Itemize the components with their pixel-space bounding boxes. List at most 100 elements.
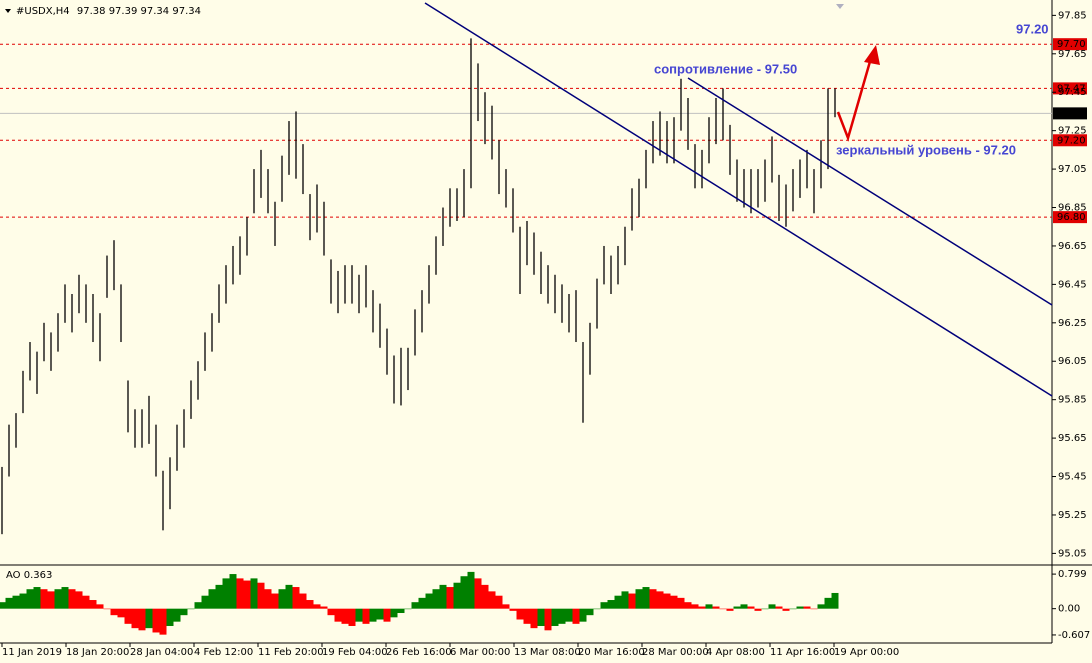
ao-header: AO 0.363 xyxy=(6,570,52,581)
ao-bar xyxy=(502,604,510,609)
ao-bar xyxy=(740,604,748,609)
ao-bar xyxy=(481,584,489,609)
ao-bar xyxy=(243,580,251,609)
y-tick-label: 96.05 xyxy=(1058,356,1087,367)
ao-bar xyxy=(488,591,496,609)
channel-line xyxy=(687,77,1053,306)
level-label-bg xyxy=(1053,134,1087,147)
ao-bar xyxy=(40,589,48,609)
ao-bar xyxy=(397,608,405,614)
ao-bar xyxy=(89,600,97,609)
level-label-bg xyxy=(1053,82,1087,95)
x-tick-label: 11 Apr 16:00 xyxy=(770,647,835,658)
y-tick-label: 96.25 xyxy=(1058,318,1087,329)
quote-low: 97.34 xyxy=(141,6,170,17)
ao-histogram xyxy=(0,571,839,635)
ao-bar xyxy=(551,608,559,626)
level-label-bg xyxy=(1053,107,1087,120)
ao-bar xyxy=(33,587,41,609)
ao-bar xyxy=(656,591,664,609)
ao-bar xyxy=(390,608,398,618)
ao-bar xyxy=(26,589,34,609)
ao-bar xyxy=(691,604,699,609)
ao-bar xyxy=(635,589,643,609)
ao-bar xyxy=(369,608,377,622)
ao-bar xyxy=(341,608,349,624)
y-tick-label: 0.00 xyxy=(1058,604,1080,615)
ao-bar xyxy=(257,582,265,609)
level-label: 97.20 xyxy=(1057,135,1086,146)
ao-bar xyxy=(0,602,6,609)
ao-bar xyxy=(670,595,678,609)
ao-bar xyxy=(642,587,650,609)
ao-bar xyxy=(152,608,160,633)
ao-bar xyxy=(621,591,629,609)
ao-bar xyxy=(684,602,692,609)
ao-bar xyxy=(411,602,419,609)
ao-bar xyxy=(733,606,741,609)
ao-bar xyxy=(138,608,146,631)
ao-bar xyxy=(19,593,27,609)
ao-bar xyxy=(82,595,90,609)
ao-bar xyxy=(320,606,328,609)
ao-bar xyxy=(495,595,503,609)
x-tick-label: 6 Mar 00:00 xyxy=(450,647,510,658)
ao-bar xyxy=(96,604,104,609)
ao-bar xyxy=(432,589,440,609)
price-bars xyxy=(1,38,836,535)
ao-bar xyxy=(215,584,223,609)
ao-bar xyxy=(796,606,804,609)
ao-bar xyxy=(5,597,13,609)
ao-bar xyxy=(817,604,825,609)
x-tick-label: 19 Feb 04:00 xyxy=(322,647,388,658)
ao-bar xyxy=(264,589,272,609)
ao-bar xyxy=(474,578,482,609)
x-tick-label: 13 Mar 08:00 xyxy=(514,647,581,658)
ao-bar xyxy=(782,608,790,611)
y-tick-label: 97.45 xyxy=(1058,87,1087,98)
x-tick-label: 11 Jan 2019 xyxy=(2,647,62,658)
ao-current: 0.363 xyxy=(24,570,53,581)
y-tick-label: 95.05 xyxy=(1058,548,1087,559)
ao-bar xyxy=(439,584,447,609)
x-tick-label: 26 Feb 16:00 xyxy=(386,647,452,658)
level-label: 97.47 xyxy=(1057,83,1086,94)
y-tick-label: 96.85 xyxy=(1058,203,1087,214)
level-label: 97.34 xyxy=(1057,108,1086,119)
ao-bar xyxy=(327,608,335,616)
forecast-arrow xyxy=(836,57,873,142)
ao-bar xyxy=(355,608,363,622)
ao-bar xyxy=(537,608,545,626)
ao-bar xyxy=(614,595,622,609)
level-label-bg xyxy=(1053,38,1087,51)
ao-bar xyxy=(705,604,713,609)
y-tick-label: 97.85 xyxy=(1058,10,1087,21)
levels: 97.70 97.47 97.34 97.20 96.80 xyxy=(0,38,1087,224)
ao-bar xyxy=(460,576,468,609)
x-tick-label: 28 Mar 00:00 xyxy=(642,647,709,658)
ao-bar xyxy=(362,608,370,624)
ao-bar xyxy=(579,608,587,622)
ao-bar xyxy=(313,604,321,609)
annotation: зеркальный уровень - 97.20 xyxy=(836,142,1016,157)
ao-bar xyxy=(334,608,342,622)
ao-bar xyxy=(299,593,307,609)
ao-bar xyxy=(68,589,76,609)
ao-bar xyxy=(810,608,818,610)
ao-bar xyxy=(509,608,517,611)
x-tick-label: 20 Mar 16:00 xyxy=(578,647,645,658)
ao-bar xyxy=(523,608,531,624)
y-tick-label: -0.607 xyxy=(1058,630,1090,641)
ao-bar xyxy=(600,602,608,609)
chart-header: #USDX,H4 97.38 97.39 97.34 97.34 xyxy=(16,6,201,17)
ao-bar xyxy=(75,591,83,609)
ao-bar xyxy=(383,608,391,622)
annotation: сопротивление - 97.50 xyxy=(654,61,797,76)
ao-bar xyxy=(131,608,139,629)
ao-bar xyxy=(278,589,286,609)
ao-bar xyxy=(726,608,734,611)
ao-bar xyxy=(747,606,755,609)
ao-bar xyxy=(166,608,174,626)
ao-bar xyxy=(607,600,615,609)
